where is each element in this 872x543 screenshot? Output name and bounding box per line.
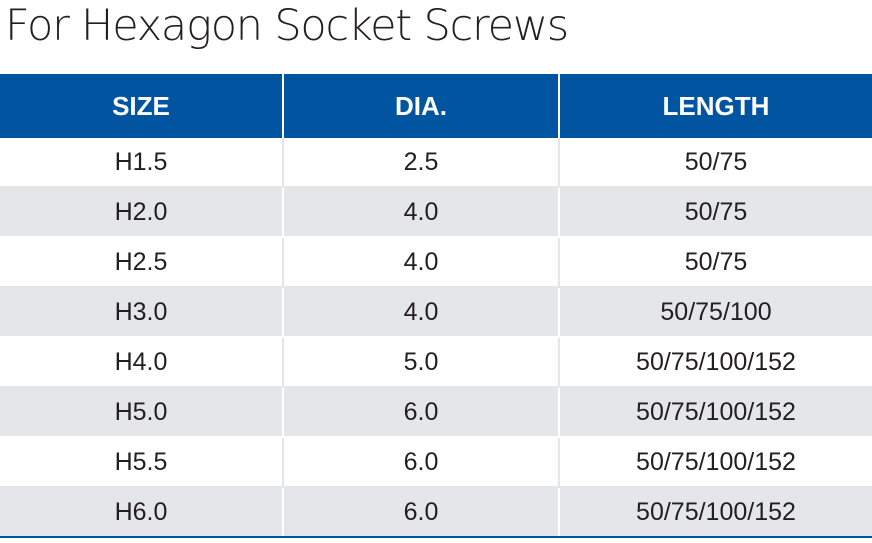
table-row: H5.0 6.0 50/75/100/152 (0, 387, 872, 438)
column-header-length: LENGTH (558, 74, 872, 138)
cell-size: H3.0 (0, 287, 283, 338)
cell-length: 50/75/100/152 (558, 437, 872, 488)
cell-dia: 6.0 (282, 437, 559, 488)
cell-dia: 6.0 (282, 487, 559, 538)
cell-length: 50/75/100/152 (558, 487, 872, 538)
page-title: For Hexagon Socket Screws (5, 1, 569, 51)
cell-dia: 4.0 (282, 187, 559, 238)
cell-length: 50/75/100/152 (558, 337, 872, 388)
table-row: H3.0 4.0 50/75/100 (0, 287, 872, 338)
cell-length: 50/75 (558, 138, 872, 188)
cell-size: H4.0 (0, 337, 283, 388)
table-row: H6.0 6.0 50/75/100/152 (0, 487, 872, 538)
column-header-size: SIZE (0, 74, 283, 138)
cell-size: H5.5 (0, 437, 283, 488)
table-row: H5.5 6.0 50/75/100/152 (0, 437, 872, 488)
cell-length: 50/75/100/152 (558, 387, 872, 438)
cell-size: H1.5 (0, 138, 283, 188)
table-row: H2.5 4.0 50/75 (0, 237, 872, 288)
spec-table: SIZE DIA. LENGTH H1.5 2.5 50/75 H2.0 4.0… (0, 74, 872, 538)
cell-length: 50/75 (558, 187, 872, 238)
cell-dia: 4.0 (282, 237, 559, 288)
cell-dia: 4.0 (282, 287, 559, 338)
table-row: H1.5 2.5 50/75 (0, 138, 872, 188)
cell-dia: 6.0 (282, 387, 559, 438)
table-row: H4.0 5.0 50/75/100/152 (0, 337, 872, 388)
cell-size: H5.0 (0, 387, 283, 438)
column-header-dia: DIA. (282, 74, 559, 138)
table-row: H2.0 4.0 50/75 (0, 187, 872, 238)
cell-size: H2.5 (0, 237, 283, 288)
cell-size: H2.0 (0, 187, 283, 238)
cell-length: 50/75 (558, 237, 872, 288)
cell-dia: 2.5 (282, 138, 559, 188)
table-header-row: SIZE DIA. LENGTH (0, 74, 872, 138)
cell-dia: 5.0 (282, 337, 559, 388)
cell-length: 50/75/100 (558, 287, 872, 338)
cell-size: H6.0 (0, 487, 283, 538)
